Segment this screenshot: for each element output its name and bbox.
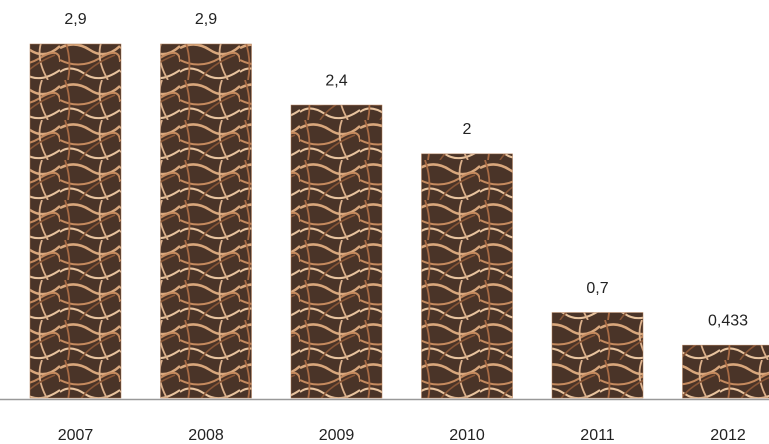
bar xyxy=(290,104,383,399)
value-label: 0,433 xyxy=(708,312,748,329)
value-label: 2,9 xyxy=(195,11,217,28)
bar xyxy=(551,312,644,399)
x-tick-label: 2010 xyxy=(449,427,485,444)
x-tick-label: 2011 xyxy=(580,427,615,444)
x-tick-label: 2009 xyxy=(319,427,355,444)
value-label: 2,4 xyxy=(325,72,347,89)
bar xyxy=(29,43,122,399)
x-tick-label: 2008 xyxy=(188,427,224,444)
x-tick-label: 2012 xyxy=(710,427,746,444)
bar xyxy=(682,344,769,399)
x-tick-label: 2007 xyxy=(58,427,94,444)
value-label: 0,7 xyxy=(586,280,608,297)
bar xyxy=(421,153,513,399)
bar xyxy=(160,43,252,399)
value-label: 2,9 xyxy=(64,11,86,28)
value-label: 2 xyxy=(463,121,472,138)
